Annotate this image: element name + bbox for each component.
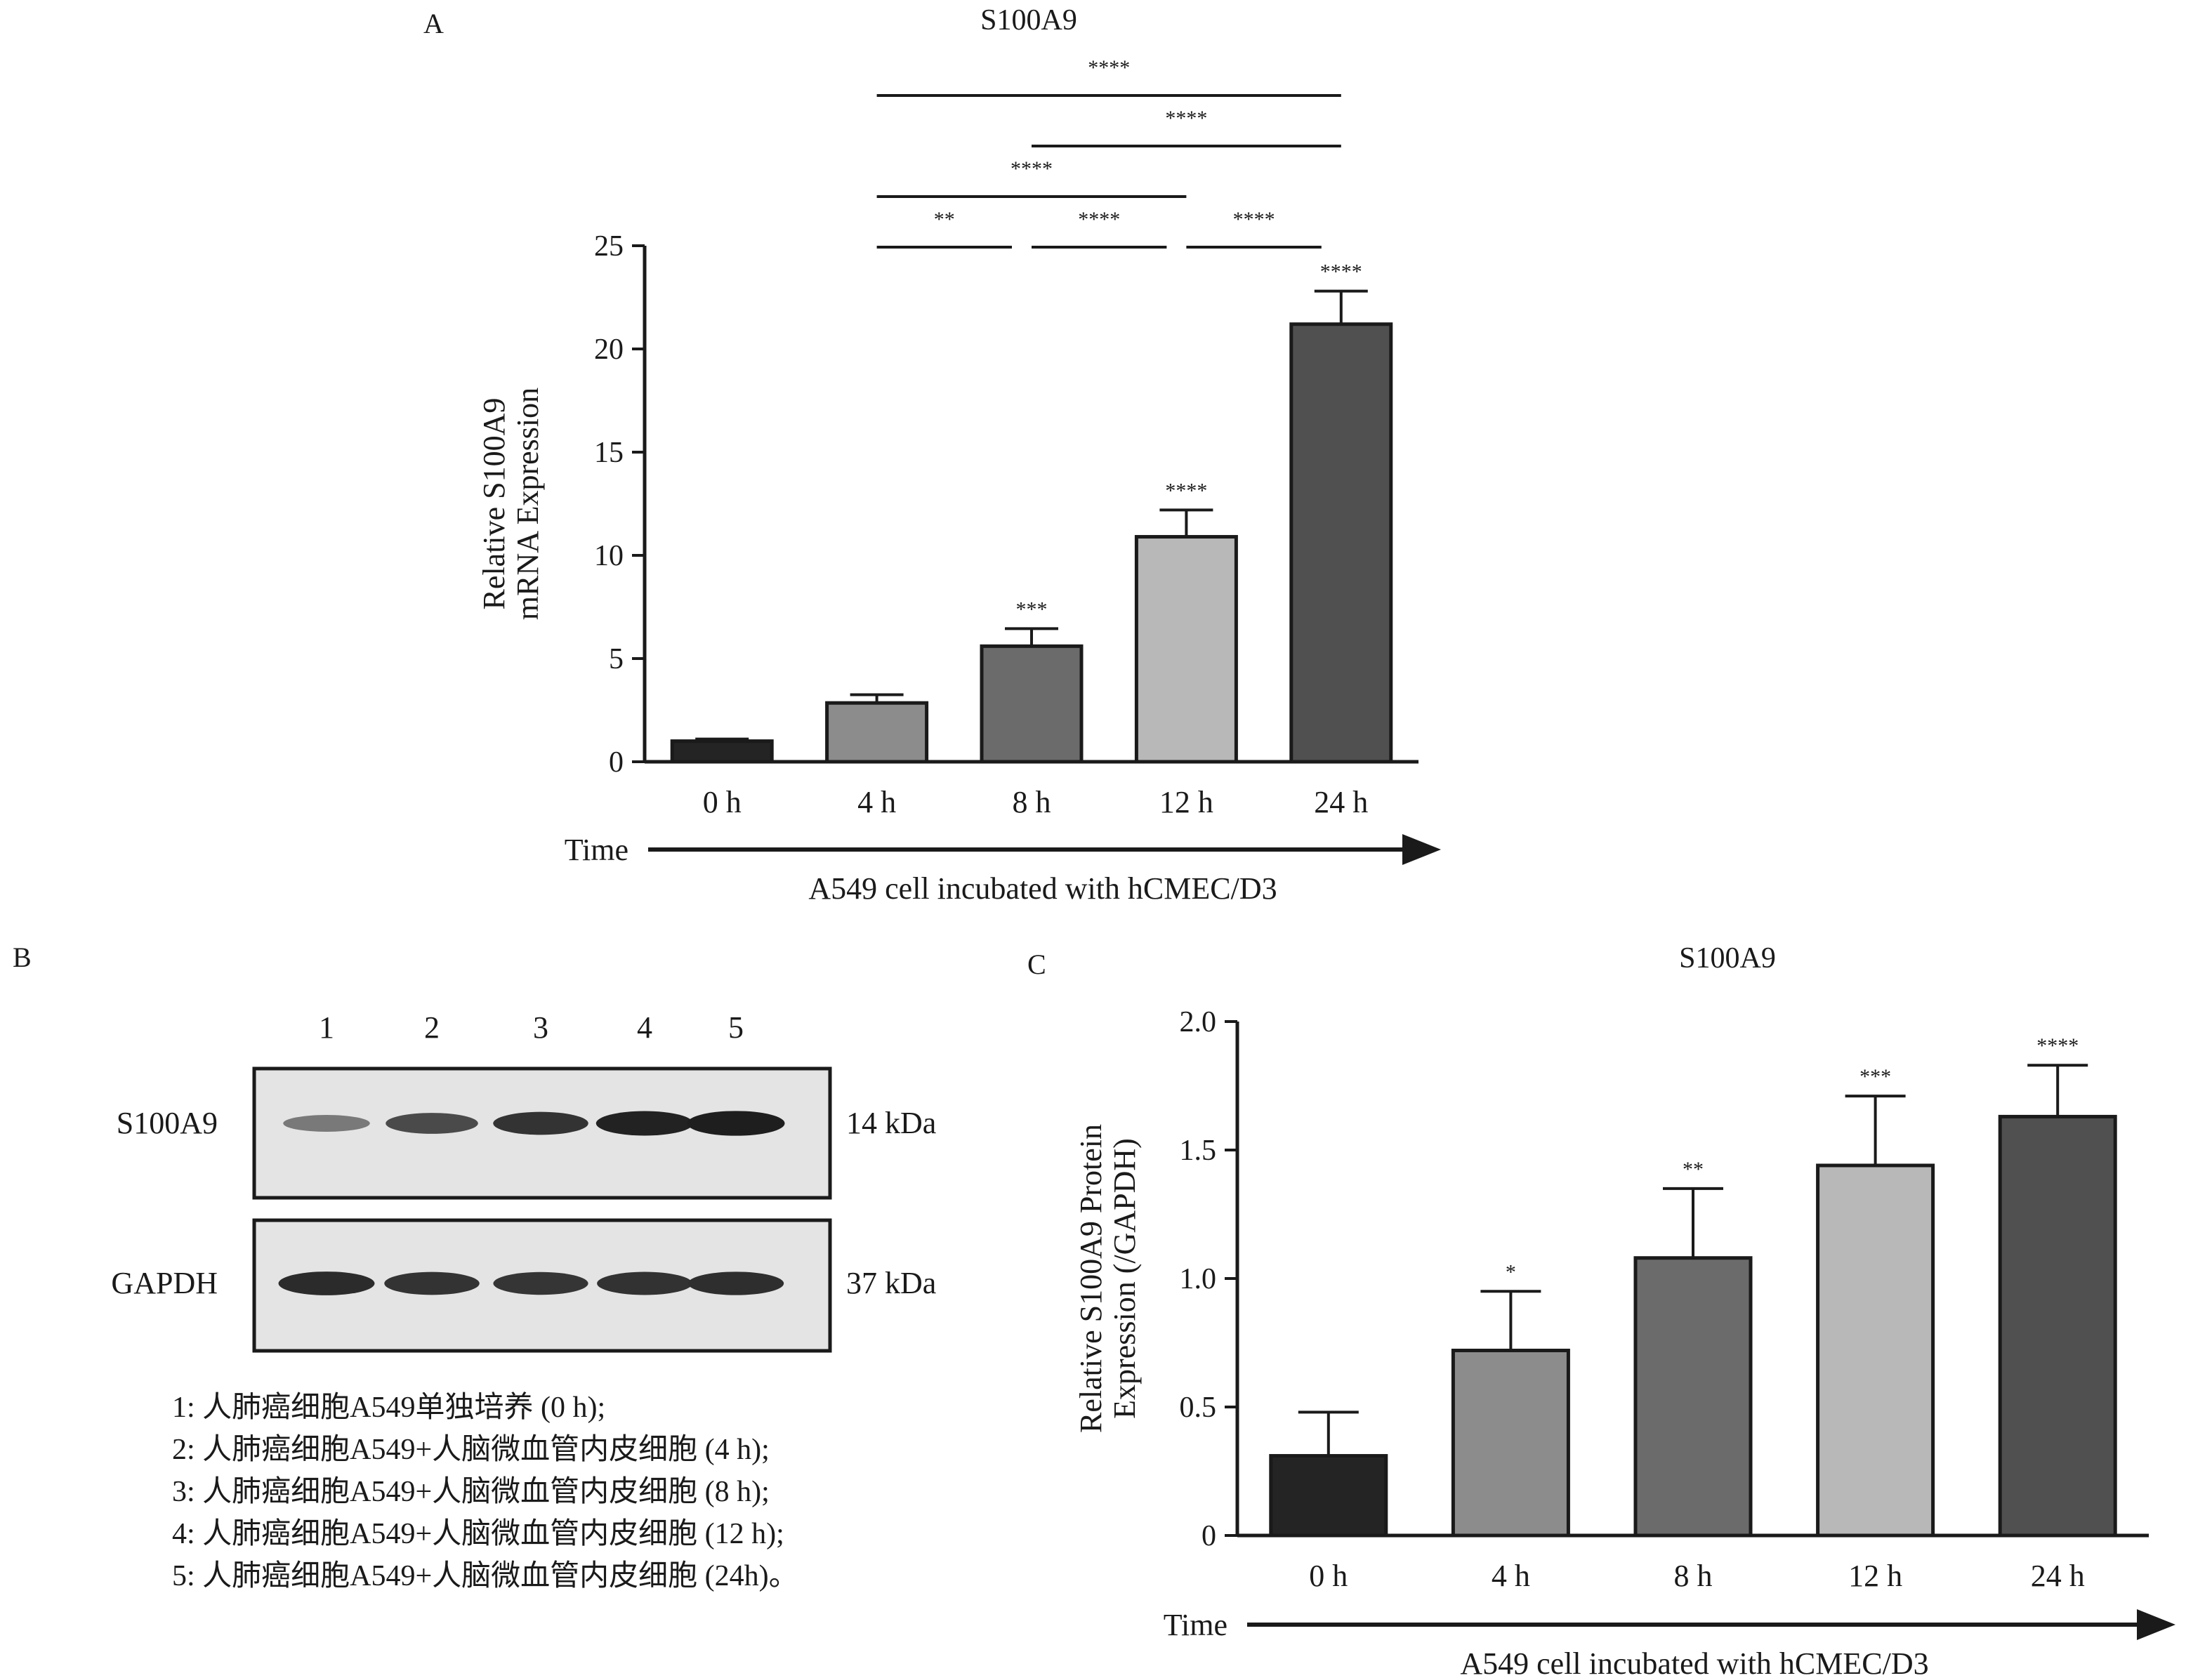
chart-title: S100A9 (980, 4, 1077, 37)
bar (1269, 1454, 1388, 1538)
comparison-label: **** (1088, 56, 1130, 79)
y-tick-label: 15 (594, 437, 624, 469)
band (386, 1113, 478, 1134)
x-axis-label: A549 cell incubated with hCMEC/D3 (1460, 1646, 1928, 1678)
band (493, 1111, 588, 1135)
bar (980, 644, 1084, 764)
x-tick-label: 0 h (1309, 1559, 1348, 1593)
lane-legend-item: 1: 人肺癌细胞A549单独培养 (0 h); (172, 1392, 606, 1424)
y-tick-label: 20 (594, 333, 624, 366)
x-tick-label: 12 h (1848, 1559, 1902, 1593)
bar (825, 701, 929, 764)
x-axis-label: A549 cell incubated with hCMEC/D3 (808, 871, 1277, 906)
band (283, 1115, 370, 1132)
x-tick-label: 24 h (2031, 1559, 2085, 1593)
y-tick-label: 5 (609, 643, 624, 675)
significance-label: ** (1683, 1158, 1704, 1181)
western-blot: 1 2 3 4 5 S100A9 14 kDa GAPDH 37 kDa (111, 1010, 936, 1353)
band (278, 1271, 375, 1295)
y-tick-label: 0.5 (1180, 1392, 1217, 1424)
x-tick-label: 0 h (703, 785, 742, 819)
y-axis-label: Relative S100A9 Protein (1074, 1124, 1108, 1433)
x-tick-label: 8 h (1674, 1559, 1713, 1593)
time-arrow-head (1402, 834, 1441, 865)
marker-size-label: 14 kDa (846, 1106, 936, 1140)
lane-legend: 1: 人肺癌细胞A549单独培养 (0 h); 2: 人肺癌细胞A549+人脑微… (172, 1387, 798, 1597)
comparison-label: **** (1233, 208, 1275, 231)
time-arrow-head (2137, 1609, 2175, 1640)
x-tick-label: 12 h (1159, 785, 1213, 819)
lane-number: 2 (424, 1010, 440, 1045)
comparison-label: **** (1078, 208, 1120, 231)
y-tick-label: 1.0 (1180, 1263, 1217, 1295)
band (595, 1111, 694, 1136)
y-tick-label: 25 (594, 230, 624, 263)
band (493, 1271, 588, 1295)
lane-legend-item: 4: 人肺癌细胞A549+人脑微血管内皮细胞 (12 h); (172, 1518, 784, 1550)
band (687, 1111, 785, 1136)
y-tick-label: 0 (1202, 1520, 1216, 1552)
significance-label: **** (2036, 1034, 2079, 1057)
lane-number: 1 (319, 1010, 334, 1045)
lane-number: 4 (637, 1010, 652, 1045)
comparison-label: ** (934, 208, 955, 231)
lane-number: 5 (728, 1010, 744, 1045)
chart-title: S100A9 (1679, 942, 1776, 975)
time-label: Time (1164, 1608, 1227, 1642)
band (597, 1271, 692, 1295)
bar (670, 739, 774, 764)
band (687, 1271, 784, 1295)
significance-label: **** (1320, 260, 1362, 284)
protein-label: GAPDH (111, 1266, 218, 1300)
y-tick-label: 10 (594, 540, 624, 572)
comparison-label: **** (1010, 157, 1053, 180)
x-tick-label: 4 h (857, 785, 896, 819)
lane-number: 3 (533, 1010, 548, 1045)
significance-label: *** (1859, 1065, 1891, 1088)
significance-label: *** (1016, 597, 1048, 621)
x-tick-label: 8 h (1013, 785, 1051, 819)
y-tick-label: 1.5 (1180, 1135, 1217, 1167)
bar (1633, 1256, 1753, 1538)
band (384, 1271, 480, 1295)
time-label: Time (565, 833, 628, 867)
lane-legend-item: 5: 人肺癌细胞A549+人脑微血管内皮细胞 (24h)。 (172, 1560, 798, 1592)
panel-a-letter: A (423, 8, 444, 39)
mrna-bar-chart: S100A9 0 5 10 15 20 25 Relative S100A9 mRNA Expr… (477, 4, 1441, 906)
marker-size-label: 37 kDa (846, 1266, 936, 1300)
significance-label: **** (1165, 479, 1207, 502)
panel-c-letter: C (1027, 949, 1046, 980)
protein-label: S100A9 (117, 1106, 218, 1140)
x-tick-label: 24 h (1314, 785, 1368, 819)
comparison-label: **** (1165, 107, 1207, 130)
x-tick-label: 4 h (1492, 1559, 1530, 1593)
lane-legend-item: 3: 人肺癌细胞A549+人脑微血管内皮细胞 (8 h); (172, 1476, 770, 1508)
bar (1289, 322, 1393, 764)
y-axis-label: Expression (/GAPDH) (1107, 1138, 1142, 1419)
panel-b-letter: B (13, 942, 32, 973)
y-tick-label: 2.0 (1180, 1006, 1217, 1038)
bar (1998, 1114, 2117, 1538)
y-axis-label: mRNA Expression (511, 388, 545, 620)
bar (1816, 1163, 1935, 1538)
y-axis-label: Relative S100A9 (477, 398, 511, 610)
y-tick-label: 0 (609, 746, 624, 779)
significance-label: * (1506, 1260, 1516, 1283)
lane-legend-item: 2: 人肺癌细胞A549+人脑微血管内皮细胞 (4 h); (172, 1434, 770, 1466)
bar (1451, 1348, 1570, 1538)
bar (1134, 535, 1238, 764)
